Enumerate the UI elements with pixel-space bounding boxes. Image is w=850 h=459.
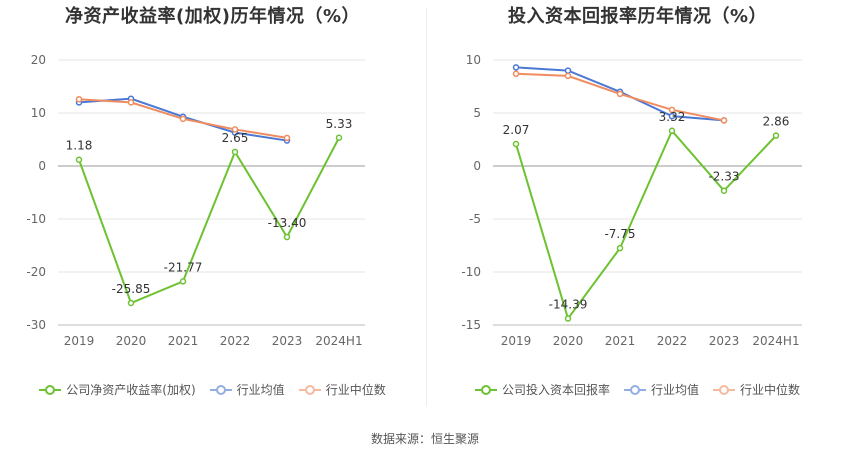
roic-chart: 10 5 0 -5 -10 -15 2019 2020 2021 2022 2023 2024H1 2.… [461, 53, 802, 348]
data-label: 2.86 [763, 115, 790, 129]
x-tick-label: 2024H1 [752, 334, 799, 348]
legend-dot [215, 384, 226, 395]
x-tick-label: 2022 [220, 334, 251, 348]
roe-chart-panel: 净资产收益率(加权)历年情况（%） 20 10 0 -10 -20 -30 2019 2020… [0, 0, 425, 410]
legend-swatch-icon [713, 384, 735, 395]
roic-chart-legend: 公司投入资本回报率 行业均值 行业中位数 [425, 381, 850, 398]
data-point [127, 99, 135, 106]
data-label: 5.33 [326, 117, 353, 131]
series-line [78, 137, 340, 305]
legend-label: 公司净资产收益率(加权) [66, 383, 196, 397]
x-tick-label: 2023 [709, 334, 740, 348]
legend-swatch-icon [474, 384, 497, 395]
legend-label: 行业中位数 [740, 383, 801, 397]
data-point [564, 72, 572, 80]
data-point [512, 64, 520, 71]
data-point [179, 115, 187, 123]
y-tick-label: 10 [31, 106, 46, 120]
data-label: 2.65 [222, 131, 249, 145]
legend-item[interactable]: 行业均值 [623, 381, 699, 398]
data-source-note: 数据来源：恒生聚源 [370, 432, 479, 446]
x-tick-label: 2021 [605, 334, 636, 348]
y-tick-label: -15 [461, 318, 481, 332]
legend-label: 行业均值 [236, 383, 285, 397]
roe-chart-legend: 公司净资产收益率(加权) 行业均值 行业中位数 [0, 381, 425, 398]
data-label: 2.07 [503, 123, 530, 137]
y-tick-label: 20 [31, 53, 46, 67]
data-label: 3.32 [659, 110, 686, 124]
legend-swatch-icon [623, 384, 646, 395]
data-label: 1.18 [66, 139, 93, 153]
y-tick-label: 10 [466, 53, 481, 67]
x-tick-label: 2020 [553, 334, 584, 348]
data-point [283, 233, 291, 241]
legend-item[interactable]: 行业中位数 [713, 381, 800, 398]
legend-item[interactable]: 公司净资产收益率(加权) [39, 381, 196, 398]
data-point [668, 106, 676, 114]
roe-chart: 20 10 0 -10 -20 -30 2019 2020 2021 2022 2023 2024H1… [26, 53, 365, 348]
roe-chart-title: 净资产收益率(加权)历年情况（%） [65, 6, 360, 27]
x-tick-label: 2019 [501, 334, 532, 348]
legend-dot [304, 384, 315, 395]
legend-item[interactable]: 行业均值 [209, 381, 285, 398]
data-point [720, 117, 728, 124]
roic-chart-panel: 投入资本回报率历年情况（%） 10 5 0 -5 -10 -15 2019 2020 2021 2… [425, 0, 850, 410]
data-point [231, 148, 239, 156]
y-tick-label: -30 [26, 318, 46, 332]
legend-dot [719, 384, 729, 395]
legend-item[interactable]: 公司投入资本回报率 [474, 381, 610, 398]
legend-item[interactable]: 行业中位数 [298, 381, 386, 398]
y-tick-label: 0 [38, 159, 46, 173]
x-tick-label: 2024H1 [315, 334, 362, 348]
data-point [231, 126, 239, 133]
data-point [772, 132, 780, 139]
data-point [283, 134, 291, 142]
data-label: -7.75 [604, 227, 635, 241]
data-point [616, 90, 624, 98]
y-tick-label: -10 [26, 212, 46, 226]
data-label: -14.39 [549, 298, 588, 312]
series-line [515, 128, 777, 321]
data-point [564, 315, 572, 322]
panel-divider [426, 8, 427, 406]
data-point [127, 299, 135, 307]
x-tick-label: 2019 [64, 334, 95, 348]
legend-label: 行业中位数 [325, 383, 386, 397]
x-tick-label: 2023 [272, 334, 303, 348]
data-point [512, 140, 520, 148]
data-point [720, 187, 728, 194]
data-point [512, 70, 520, 78]
legend-dot [45, 384, 56, 395]
data-point [179, 278, 187, 285]
y-tick-label: -5 [469, 212, 481, 226]
y-tick-label: -20 [26, 265, 46, 279]
legend-swatch-icon [209, 384, 232, 395]
x-tick-label: 2022 [657, 334, 688, 348]
data-label: -21.77 [164, 260, 203, 274]
roic-chart-title: 投入资本回报率历年情况（%） [507, 6, 768, 27]
y-tick-label: 5 [473, 106, 481, 120]
legend-label: 公司投入资本回报率 [501, 383, 610, 397]
y-tick-label: -10 [461, 265, 481, 279]
data-point [564, 67, 572, 74]
data-label: -13.40 [268, 216, 307, 230]
x-tick-label: 2020 [116, 334, 147, 348]
data-label: -2.33 [708, 170, 739, 184]
legend-swatch-icon [39, 384, 62, 395]
data-point [335, 134, 343, 142]
legend-dot [480, 384, 491, 395]
data-point [75, 156, 83, 163]
data-point [616, 244, 624, 252]
data-point [75, 95, 83, 103]
data-point [668, 127, 676, 135]
y-tick-label: 0 [473, 159, 481, 173]
legend-swatch-icon [298, 384, 321, 395]
legend-dot [629, 384, 640, 395]
data-point [668, 112, 676, 120]
legend-label: 行业均值 [650, 383, 699, 397]
data-label: -25.85 [112, 282, 151, 296]
x-tick-label: 2021 [168, 334, 199, 348]
